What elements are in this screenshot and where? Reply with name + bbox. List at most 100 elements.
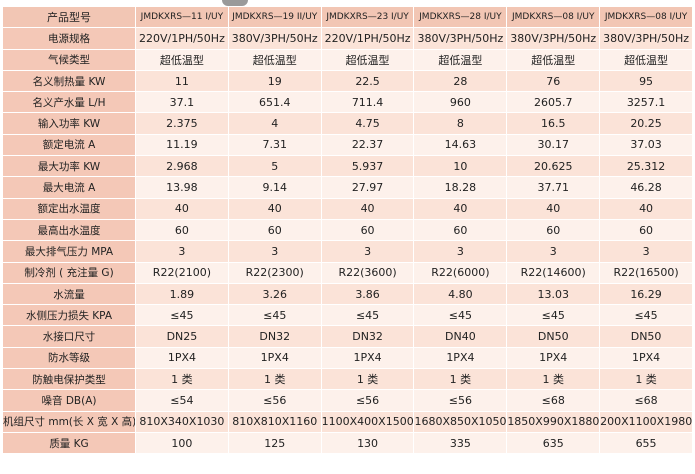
- value-cell: 13.98: [135, 176, 229, 199]
- value-cell: 2.375: [135, 112, 229, 135]
- value-cell: 380V/3PH/50Hz: [506, 27, 601, 50]
- value-cell: 76: [506, 69, 601, 93]
- value-cell: 4.75: [320, 112, 415, 135]
- value-cell: 3: [599, 240, 693, 263]
- value-cell: 1PX4: [320, 346, 415, 370]
- table-row: 制冷剂 ( 充注量 G) R22(2100) R22(2300) R22(3600) R…: [2, 261, 693, 284]
- row-label: 输入功率 KW: [2, 112, 136, 135]
- value-cell: 335: [413, 431, 508, 455]
- value-cell: 1 类: [320, 368, 415, 391]
- table-row: 输入功率 KW 2.375 4 4.75 8 16.5 20.25: [2, 112, 693, 135]
- value-cell: 711.4: [320, 91, 415, 114]
- row-label: 最高出水温度: [2, 218, 136, 242]
- value-cell: 60: [506, 218, 601, 242]
- value-cell: 3: [227, 240, 322, 263]
- value-cell: 5: [227, 155, 322, 178]
- value-cell: DN25: [135, 325, 229, 348]
- value-cell: R22(3600): [320, 261, 415, 284]
- value-cell: 19: [227, 69, 322, 93]
- header-cell: JMDKXRS—28 I/UY: [413, 5, 508, 29]
- value-cell: 4.80: [413, 282, 508, 306]
- table-row: 名义制热量 KW 11 19 22.5 28 76 95: [2, 69, 693, 93]
- value-cell: 超低温型: [599, 48, 693, 71]
- row-label: 气候类型: [2, 48, 136, 71]
- header-row: 产品型号 JMDKXRS—11 I/UY JMDKXRS—19 II/UY JMDKX…: [2, 5, 693, 29]
- table-row: 额定出水温度 40 40 40 40 40 40: [2, 197, 693, 220]
- table-row: 最大排气压力 MPA 3 3 3 3 3 3: [2, 240, 693, 263]
- value-cell: 95: [599, 69, 693, 93]
- value-cell: 46.28: [599, 176, 693, 199]
- header-cell: 产品型号: [2, 5, 136, 29]
- value-cell: 1.89: [135, 282, 229, 306]
- value-cell: ≤54: [135, 389, 229, 412]
- value-cell: 27.97: [320, 176, 415, 199]
- row-label: 噪音 DB(A): [2, 389, 136, 412]
- value-cell: 9.14: [227, 176, 322, 199]
- value-cell: 635: [506, 431, 601, 455]
- value-cell: 3: [413, 240, 508, 263]
- row-label: 额定电流 A: [2, 133, 136, 157]
- value-cell: ≤68: [506, 389, 601, 412]
- row-label: 水侧压力损失 KPA: [2, 304, 136, 327]
- value-cell: 1100X400X1500: [320, 410, 415, 433]
- value-cell: 60: [227, 218, 322, 242]
- value-cell: 655: [599, 431, 693, 455]
- value-cell: 60: [599, 218, 693, 242]
- value-cell: 1850X990X1880: [506, 410, 601, 433]
- value-cell: 30.17: [506, 133, 601, 157]
- value-cell: R22(2300): [227, 261, 322, 284]
- value-cell: 16.29: [599, 282, 693, 306]
- value-cell: 1PX4: [413, 346, 508, 370]
- value-cell: 3257.1: [599, 91, 693, 114]
- value-cell: DN32: [320, 325, 415, 348]
- table-row: 水接口尺寸 DN25 DN32 DN32 DN40 DN50 DN50: [2, 325, 693, 348]
- value-cell: 37.1: [135, 91, 229, 114]
- value-cell: 1PX4: [135, 346, 229, 370]
- value-cell: 810X810X1160: [227, 410, 322, 433]
- row-label: 机组尺寸 mm(长 X 宽 X 高): [2, 410, 136, 433]
- value-cell: 100: [135, 431, 229, 455]
- table-row: 水侧压力损失 KPA ≤45 ≤45 ≤45 ≤45 ≤45 ≤45: [2, 304, 693, 327]
- value-cell: 13.03: [506, 282, 601, 306]
- value-cell: 28: [413, 69, 508, 93]
- table-row: 最高出水温度 60 60 60 60 60 60: [2, 218, 693, 242]
- value-cell: 11: [135, 69, 229, 93]
- value-cell: ≤68: [599, 389, 693, 412]
- value-cell: DN40: [413, 325, 508, 348]
- value-cell: 40: [135, 197, 229, 220]
- value-cell: 4: [227, 112, 322, 135]
- value-cell: 22.5: [320, 69, 415, 93]
- row-label: 水接口尺寸: [2, 325, 136, 348]
- value-cell: 220V/1PH/50Hz: [320, 27, 415, 50]
- row-label: 额定出水温度: [2, 197, 136, 220]
- header-cell: JMDKXRS—19 II/UY: [227, 5, 322, 29]
- value-cell: 超低温型: [413, 48, 508, 71]
- row-label: 防水等级: [2, 346, 136, 370]
- value-cell: R22(16500): [599, 261, 693, 284]
- value-cell: 1 类: [227, 368, 322, 391]
- value-cell: DN32: [227, 325, 322, 348]
- value-cell: 超低温型: [320, 48, 415, 71]
- value-cell: 60: [135, 218, 229, 242]
- value-cell: 20.625: [506, 155, 601, 178]
- table-row: 最大电流 A 13.98 9.14 27.97 18.28 37.71 46.28: [2, 176, 693, 199]
- value-cell: 40: [227, 197, 322, 220]
- value-cell: 130: [320, 431, 415, 455]
- value-cell: 200X1100X1980: [599, 410, 693, 433]
- value-cell: 1 类: [599, 368, 693, 391]
- value-cell: 960: [413, 91, 508, 114]
- header-cell: JMDKXRS—08 I/UY: [506, 5, 601, 29]
- value-cell: 1 类: [135, 368, 229, 391]
- table-row: 最大功率 KW 2.968 5 5.937 10 20.625 25.312: [2, 155, 693, 178]
- value-cell: 125: [227, 431, 322, 455]
- value-cell: ≤45: [227, 304, 322, 327]
- value-cell: 5.937: [320, 155, 415, 178]
- value-cell: ≤45: [320, 304, 415, 327]
- value-cell: 18.28: [413, 176, 508, 199]
- value-cell: 10: [413, 155, 508, 178]
- value-cell: 3.26: [227, 282, 322, 306]
- value-cell: 3: [320, 240, 415, 263]
- header-cell: JMDKXRS—23 I/UY: [320, 5, 415, 29]
- table-row: 质量 KG 100 125 130 335 635 655: [2, 431, 693, 455]
